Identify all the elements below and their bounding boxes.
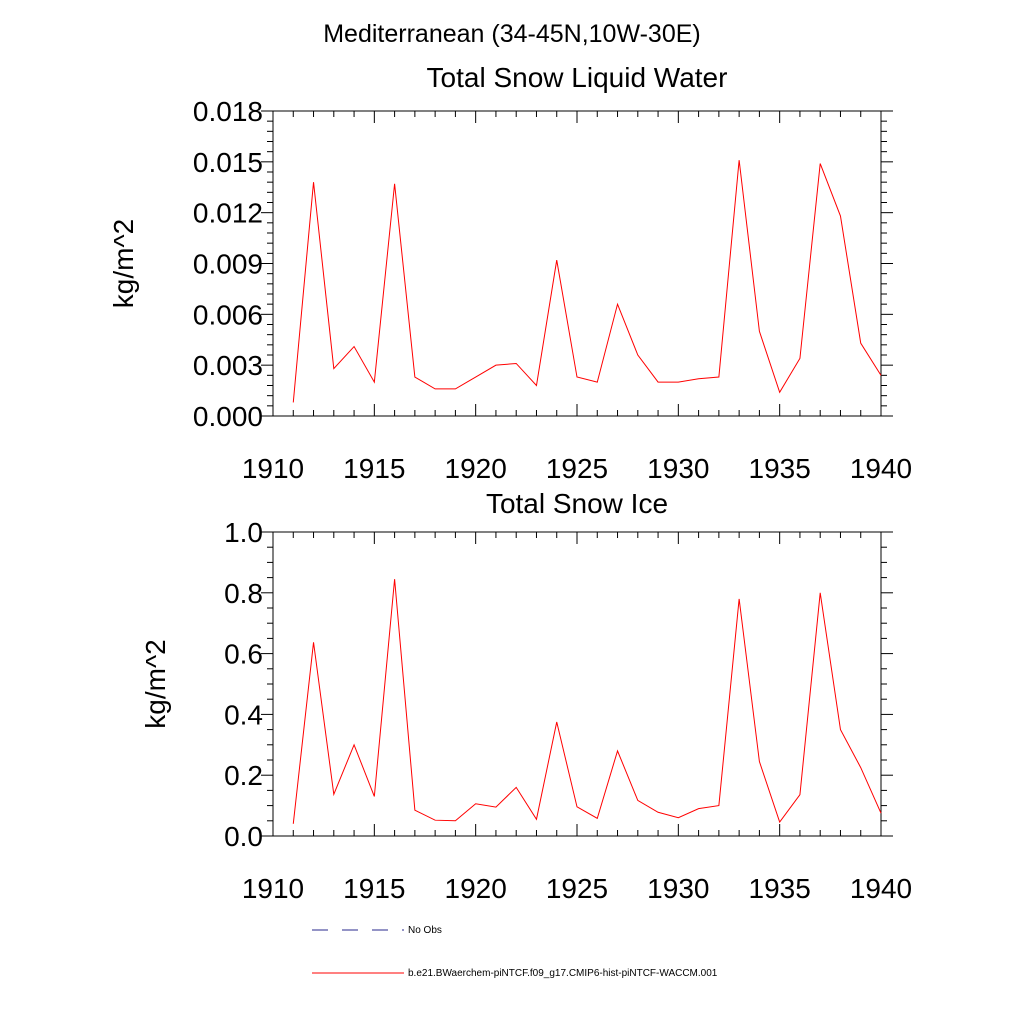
x-tick-label: 1910 (242, 873, 304, 904)
chart-title: Total Snow Liquid Water (427, 62, 728, 93)
plot-frame (272, 531, 882, 837)
y-tick-label: 0.018 (193, 96, 263, 127)
chart-panel-1: Total Snow Liquid Water kg/m^2 1910 1915 192… (108, 62, 912, 484)
y-tick-label: 0.015 (193, 147, 263, 178)
x-tick-label: 1930 (647, 873, 709, 904)
y-tick-label: 0.012 (193, 198, 263, 229)
chart-panels: Total Snow Liquid Water kg/m^2 1910 1915 192… (108, 62, 912, 904)
x-tick-label: 1935 (749, 453, 811, 484)
y-tick-label: 0.4 (224, 699, 263, 730)
x-tick-label: 1935 (749, 873, 811, 904)
y-tick-label: 0.006 (193, 299, 263, 330)
y-tick-label: 0.009 (193, 249, 263, 280)
x-tick-label: 1930 (647, 453, 709, 484)
x-tick-label: 1920 (445, 873, 507, 904)
legend-model-label: b.e21.BWaerchem-piNTCF.f09_g17.CMIP6-his… (408, 968, 718, 979)
x-tick-label: 1940 (850, 453, 912, 484)
x-tick-label: 1915 (343, 453, 405, 484)
legend-no-obs-label: No Obs (408, 925, 442, 936)
x-tick-label: 1925 (546, 873, 608, 904)
x-tick-label: 1925 (546, 453, 608, 484)
plot-frame (272, 110, 882, 417)
series-line-1 (292, 160, 882, 403)
chart-panel-2: Total Snow Ice kg/m^2 1910 1915 1920 1925 1930… (140, 488, 912, 904)
y-tick-label: 0.0 (224, 821, 263, 852)
chart-title: Total Snow Ice (486, 488, 668, 519)
figure-title: Mediterranean (34-45N,10W-30E) (323, 20, 701, 48)
y-axis-label: kg/m^2 (108, 219, 139, 308)
x-tick-label: 1940 (850, 873, 912, 904)
legend: No Obs b.e21.BWaerchem-piNTCF.f09_g17.CM… (312, 925, 718, 979)
y-axis-label: kg/m^2 (140, 639, 171, 728)
x-tick-label: 1915 (343, 873, 405, 904)
x-tick-label: 1910 (242, 453, 304, 484)
y-tick-label: 0.8 (224, 578, 263, 609)
y-tick-label: 0.003 (193, 350, 263, 381)
y-tick-label: 0.6 (224, 639, 263, 670)
y-tick-label: 0.000 (193, 401, 263, 432)
y-tick-label: 0.2 (224, 760, 263, 791)
y-tick-label: 1.0 (224, 517, 263, 548)
x-tick-label: 1920 (445, 453, 507, 484)
series-line-1 (292, 579, 882, 824)
